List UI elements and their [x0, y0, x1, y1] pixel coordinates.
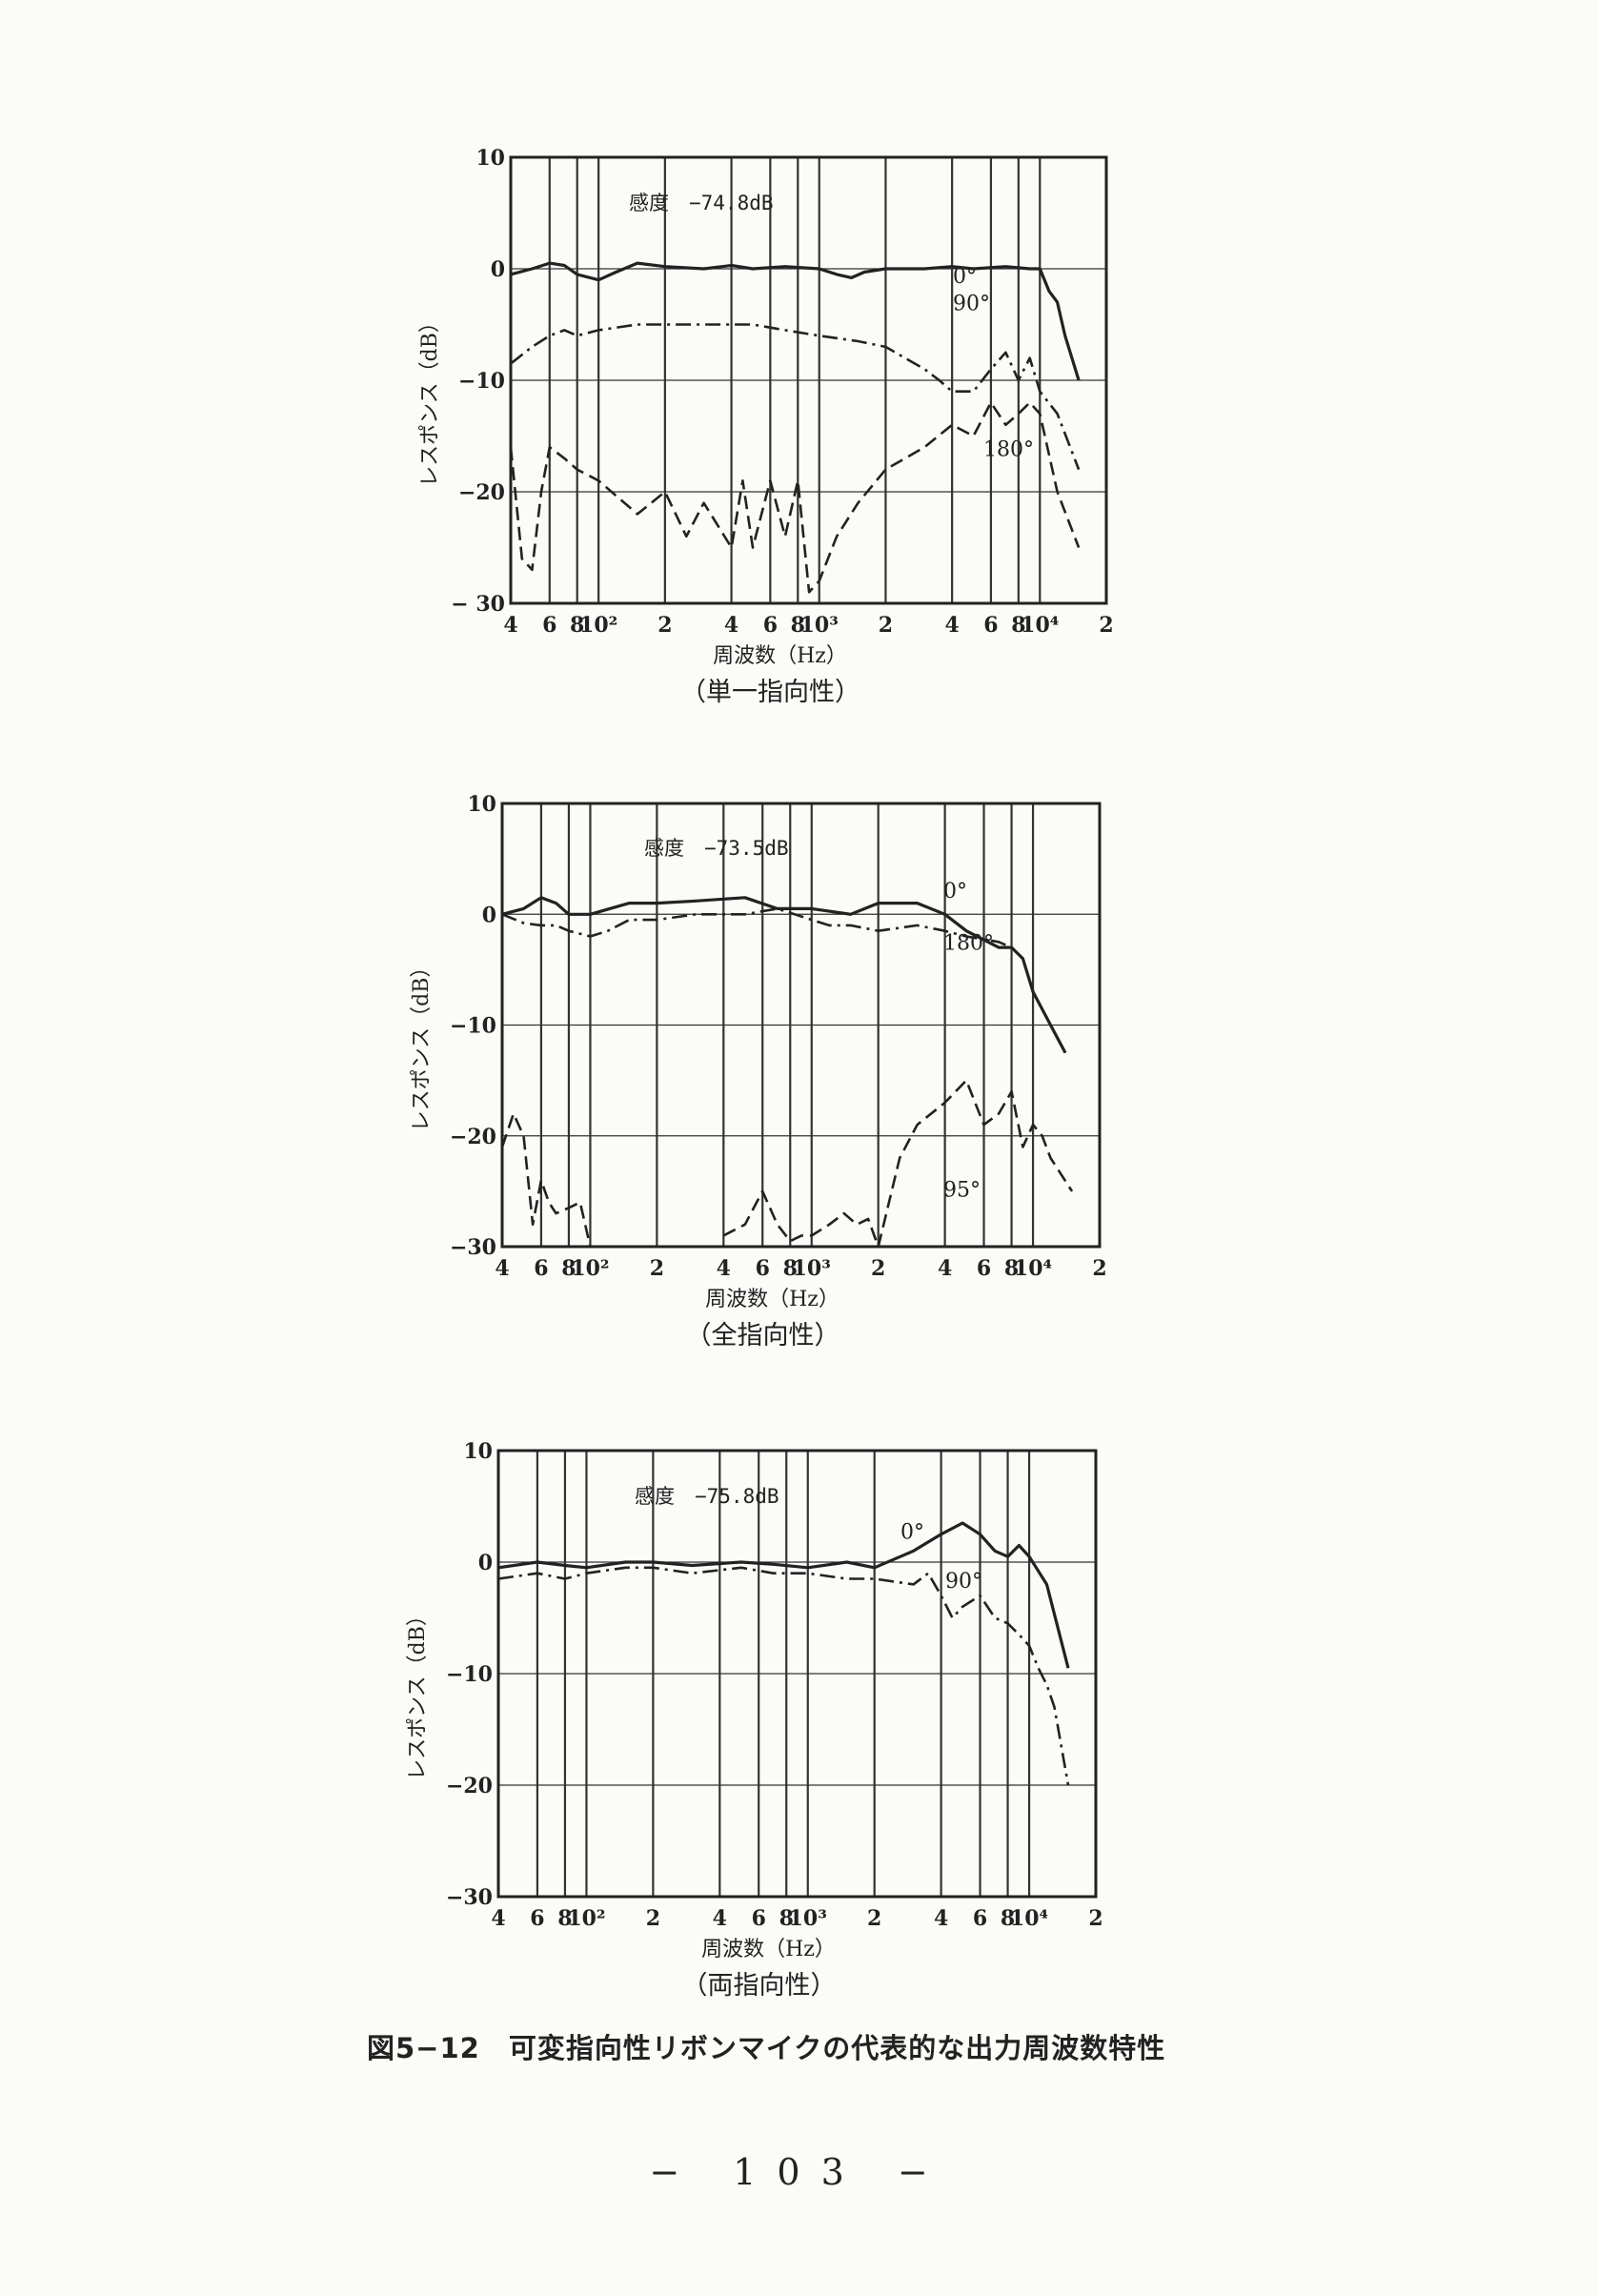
x-tick-label: 6	[977, 1256, 991, 1281]
x-tick-label: 2	[650, 1256, 664, 1281]
x-tick-label: 2	[1088, 1906, 1102, 1931]
x-tick-label: 6	[534, 1256, 548, 1281]
x-tick-label: 10³	[800, 613, 839, 638]
sensitivity-label: 感度 −74.8dB	[629, 192, 774, 214]
y-tick-label: −10	[450, 1014, 496, 1039]
x-tick-label: 2	[646, 1906, 660, 1931]
series-label: 95°	[943, 1179, 981, 1203]
x-axis-label: 周波数（Hz）	[705, 1288, 839, 1311]
x-tick-label: 10⁴	[1014, 1256, 1052, 1281]
y-tick-label: 0	[478, 1551, 493, 1575]
x-tick-label: 4	[713, 1906, 727, 1931]
x-tick-label: 6	[752, 1906, 766, 1931]
y-tick-label: − 30	[451, 592, 505, 617]
x-tick-label: 10⁴	[1021, 613, 1059, 638]
series-label: 0°	[943, 880, 967, 904]
chart-caption: （全指向性）	[686, 1321, 840, 1351]
series-label: 180°	[983, 438, 1034, 462]
y-tick-label: −30	[446, 1885, 493, 1910]
series-label: 0°	[953, 265, 977, 289]
x-tick-label: 8	[561, 1256, 576, 1281]
y-tick-label: 0	[482, 903, 496, 927]
x-tick-label: 4	[717, 1256, 731, 1281]
x-tick-label: 4	[491, 1906, 505, 1931]
x-tick-label: 6	[763, 613, 778, 638]
x-tick-label: 10²	[571, 1256, 609, 1281]
sensitivity-label: 感度 −75.8dB	[635, 1485, 779, 1508]
x-tick-label: 4	[495, 1256, 509, 1281]
y-tick-label: 10	[467, 792, 496, 817]
series-label: 180°	[943, 931, 994, 955]
y-tick-label: 10	[463, 1439, 493, 1464]
x-tick-label: 8	[570, 613, 584, 638]
series-line-180deg	[509, 401, 1081, 594]
x-tick-label: 10²	[567, 1906, 605, 1931]
x-tick-label: 8	[1004, 1256, 1019, 1281]
y-tick-label: −10	[446, 1662, 493, 1687]
x-axis-label: 周波数（Hz）	[713, 644, 847, 668]
y-tick-label: −20	[450, 1125, 496, 1149]
x-tick-label: 8	[1011, 613, 1025, 638]
x-tick-label: 4	[944, 613, 959, 638]
x-axis-label: 周波数（Hz）	[701, 1938, 836, 1961]
series-label: 0°	[900, 1520, 924, 1544]
x-tick-label: 6	[756, 1256, 770, 1281]
y-tick-label: −20	[458, 480, 505, 505]
x-tick-label: 4	[938, 1256, 952, 1281]
x-tick-label: 10²	[579, 613, 617, 638]
x-tick-label: 4	[724, 613, 738, 638]
x-tick-label: 8	[557, 1906, 572, 1931]
x-tick-label: 6	[973, 1906, 987, 1931]
x-tick-label: 8	[791, 613, 805, 638]
y-tick-label: 0	[491, 257, 505, 282]
series-line-180deg	[501, 907, 1067, 1054]
x-tick-label: 2	[871, 1256, 885, 1281]
series-label: 90°	[945, 1570, 982, 1594]
series-line-95deg	[500, 1079, 1074, 1249]
y-tick-label: −30	[450, 1235, 496, 1260]
series-line-90deg	[497, 1566, 1070, 1786]
x-tick-label: 8	[779, 1906, 794, 1931]
y-tick-label: 10	[475, 146, 505, 171]
y-axis-label: レスポンス（dB）	[406, 1605, 430, 1780]
series-line-0deg	[497, 1521, 1070, 1669]
plot-frame	[496, 1449, 1098, 1899]
chart-caption: （単一指向性）	[680, 678, 860, 707]
x-tick-label: 8	[783, 1256, 798, 1281]
series-line-0deg	[501, 896, 1067, 1054]
x-tick-label: 4	[934, 1906, 948, 1931]
x-tick-label: 4	[503, 613, 517, 638]
plot-frame	[509, 155, 1108, 605]
x-tick-label: 2	[1099, 613, 1113, 638]
figure-caption: 図5−12 可変指向性リボンマイクの代表的な出力周波数特性	[367, 2032, 1166, 2064]
y-tick-label: −10	[458, 369, 505, 394]
x-tick-label: 8	[1001, 1906, 1015, 1931]
y-axis-label: レスポンス（dB）	[410, 957, 434, 1132]
y-axis-label: レスポンス（dB）	[418, 312, 442, 487]
page-number: − 103 −	[649, 2151, 949, 2193]
x-tick-label: 6	[983, 613, 998, 638]
x-tick-label: 10⁴	[1010, 1906, 1048, 1931]
plot-frame	[500, 802, 1102, 1249]
chart-caption: （両指向性）	[682, 1971, 837, 2001]
x-tick-label: 10³	[793, 1256, 831, 1281]
series-line-90deg	[510, 323, 1081, 471]
series-label: 90°	[953, 292, 990, 315]
x-tick-label: 2	[867, 1906, 881, 1931]
sensitivity-label: 感度 −73.5dB	[644, 837, 789, 860]
x-tick-label: 6	[530, 1906, 544, 1931]
y-tick-label: −20	[446, 1774, 493, 1798]
x-tick-label: 2	[1092, 1256, 1106, 1281]
x-tick-label: 6	[542, 613, 556, 638]
series-line-0deg	[510, 261, 1081, 381]
x-tick-label: 10³	[789, 1906, 827, 1931]
x-tick-label: 2	[879, 613, 893, 638]
x-tick-label: 2	[657, 613, 672, 638]
